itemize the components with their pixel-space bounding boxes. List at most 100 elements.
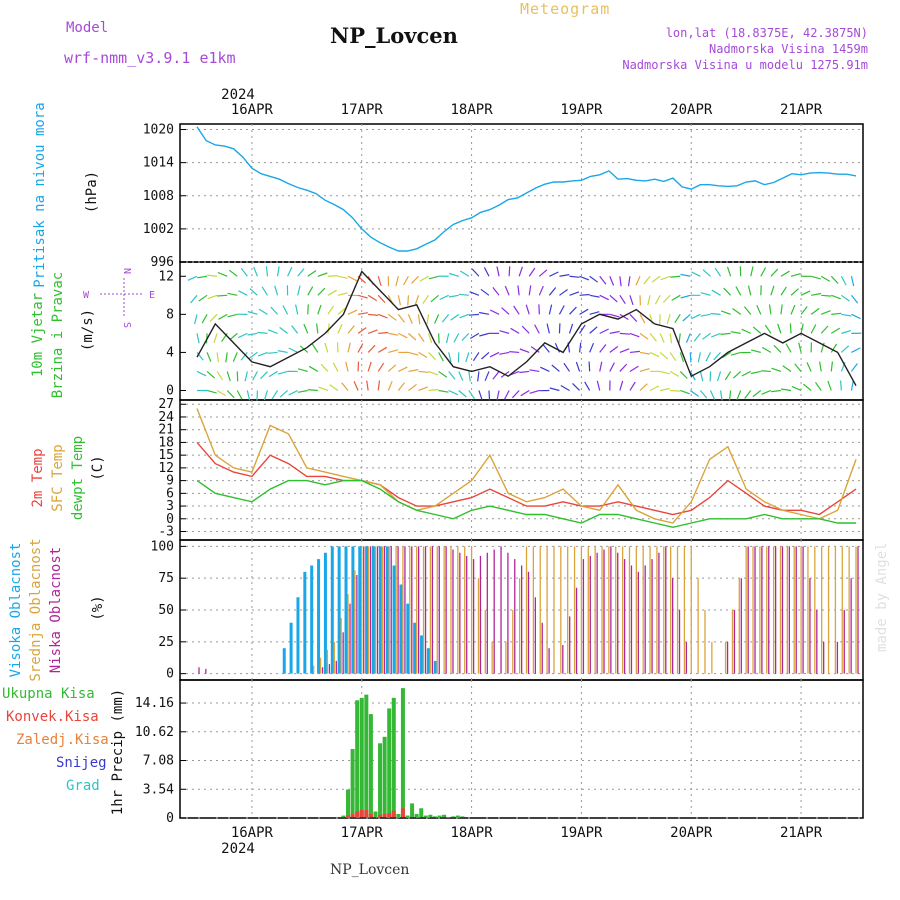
wind-barb xyxy=(803,383,812,391)
wind-tick-label: 8 xyxy=(166,307,174,322)
precip-conv-bar xyxy=(382,813,387,818)
wind-barb xyxy=(504,285,510,296)
wind-barb xyxy=(559,289,568,296)
wind-barb xyxy=(831,294,841,300)
wind-barb xyxy=(480,288,490,296)
wind-barb xyxy=(770,268,779,277)
precip-bar xyxy=(455,815,460,818)
wind-barb xyxy=(407,295,410,306)
wind-barb xyxy=(744,390,752,399)
wind-barb xyxy=(548,304,553,315)
wind-barb xyxy=(659,370,670,375)
wind-barb xyxy=(419,275,429,282)
wind-barb xyxy=(216,389,227,397)
wind-barb xyxy=(357,343,364,353)
wind-barb xyxy=(282,305,289,315)
wind-barb xyxy=(700,292,711,296)
day-label-top: 17APR xyxy=(341,102,384,118)
wind-barb xyxy=(397,313,405,323)
wind-barb xyxy=(770,389,782,393)
wind-barb xyxy=(478,311,490,315)
wind-barb xyxy=(649,385,660,392)
precip-conv-bar xyxy=(368,813,373,818)
wind-barb xyxy=(217,294,228,297)
wind-barb xyxy=(741,328,751,334)
wind-barb xyxy=(678,333,681,344)
wind-barb xyxy=(785,343,792,353)
cloud-tick-label: 75 xyxy=(158,571,174,586)
compass-w: W xyxy=(83,290,90,301)
wind-barb xyxy=(519,348,530,353)
wind-barb xyxy=(782,365,792,372)
wind-barb xyxy=(700,313,711,317)
wind-barb xyxy=(685,333,691,343)
wind-barb xyxy=(518,266,523,277)
year-top: 2024 xyxy=(221,87,255,103)
temp-ylabel3: dewpt Temp xyxy=(70,436,86,520)
wind-barb xyxy=(589,275,599,283)
wind-barb xyxy=(691,271,701,277)
wind-barb xyxy=(525,304,530,315)
wind-barb xyxy=(368,313,379,316)
wind-barb xyxy=(226,390,235,399)
wind-barb xyxy=(609,276,615,286)
wind-barb xyxy=(639,368,650,373)
wind-barb xyxy=(511,390,520,399)
wind-barb xyxy=(723,287,732,296)
wind-barb xyxy=(741,370,752,377)
wind-barb xyxy=(488,390,491,401)
wind-barb xyxy=(295,304,299,315)
wind-barb xyxy=(297,285,301,296)
wind-barb xyxy=(780,270,790,277)
wind-barb xyxy=(568,323,574,334)
wind-barb xyxy=(508,266,511,277)
wind-barb xyxy=(477,371,480,382)
wind-barb xyxy=(240,352,248,361)
wind-barb xyxy=(619,348,630,353)
wind-barb xyxy=(402,275,409,286)
wind-barb xyxy=(643,275,651,285)
wind-barb xyxy=(800,290,811,296)
wind-barb xyxy=(206,389,217,394)
wind-barb xyxy=(377,380,381,391)
wind-barb xyxy=(596,380,601,391)
wind-barb xyxy=(579,275,590,281)
wind-barb xyxy=(438,352,444,362)
wind-barb xyxy=(538,269,548,277)
wind-barb xyxy=(270,306,278,315)
pressure-tick-label: 996 xyxy=(151,255,174,270)
temp-line-1 xyxy=(196,408,857,524)
wind-barb xyxy=(190,294,198,304)
wind-barb xyxy=(851,347,861,353)
precip-legend-item: Grad xyxy=(66,778,100,794)
wind-barb xyxy=(810,324,817,334)
wind-barb xyxy=(449,272,459,277)
precip-bar xyxy=(437,815,442,818)
wind-barb xyxy=(719,390,723,401)
wind-barb xyxy=(244,371,248,382)
wind-barb xyxy=(569,306,577,315)
wind-barb xyxy=(669,370,680,377)
precip-conv-bar xyxy=(359,809,364,818)
wind-barb xyxy=(529,389,540,394)
precip-conv-bar xyxy=(400,808,405,818)
wind-barb xyxy=(397,295,401,306)
wind-barb xyxy=(341,382,349,391)
wind-barb xyxy=(225,352,228,363)
wind-barb xyxy=(271,390,279,400)
wind-barb xyxy=(513,305,520,315)
wind-barb xyxy=(697,352,701,363)
wind-barb xyxy=(619,294,626,305)
wind-barb xyxy=(721,351,731,359)
wind-barb xyxy=(261,286,268,296)
day-label-bottom: 17APR xyxy=(341,825,384,841)
wind-barb xyxy=(274,285,279,296)
wind-barb xyxy=(730,351,741,356)
model-name: wrf-nmm_v3.9.1 e1km xyxy=(64,49,236,67)
wind-barb xyxy=(662,294,671,303)
precip-bar xyxy=(368,714,373,818)
wind-barb xyxy=(609,362,615,372)
pressure-ylabel: Pritisak na nivou mora xyxy=(32,102,48,287)
wind-barb xyxy=(357,327,367,334)
wind-barb xyxy=(260,371,268,380)
